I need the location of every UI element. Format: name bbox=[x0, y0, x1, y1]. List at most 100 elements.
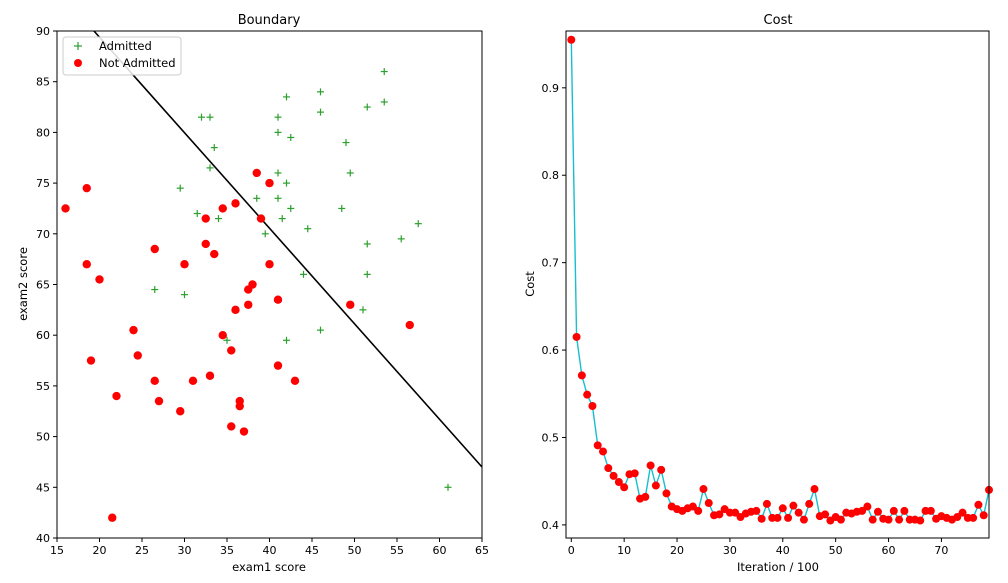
admitted-point bbox=[215, 215, 222, 223]
not-admitted-point bbox=[218, 204, 227, 213]
not-admitted-point bbox=[188, 376, 198, 386]
not-admitted-point bbox=[290, 376, 300, 386]
y-tick-label: 65 bbox=[36, 279, 50, 292]
boundary-data-marks bbox=[61, 30, 483, 522]
not-admitted-point bbox=[133, 351, 142, 360]
boundary-y-axis-label: exam2 score bbox=[16, 247, 30, 321]
admitted-point bbox=[317, 108, 324, 116]
cost-y-axis-label: Cost bbox=[523, 271, 537, 297]
x-tick-label: 60 bbox=[882, 544, 896, 557]
cost-point bbox=[926, 506, 935, 515]
not-admitted-point bbox=[265, 260, 274, 269]
not-admitted-point bbox=[218, 331, 227, 340]
boundary-plot: Boundary exam1 score exam2 score 15 20 25 3… bbox=[16, 13, 489, 574]
y-tick-label: 0.8 bbox=[542, 169, 560, 182]
legend-admitted-label: Admitted bbox=[99, 39, 152, 53]
cost-point bbox=[805, 499, 814, 508]
not-admitted-point bbox=[176, 407, 185, 416]
cost-point bbox=[863, 502, 872, 511]
cost-point bbox=[979, 511, 988, 520]
not-admitted-point bbox=[129, 325, 138, 335]
admitted-point bbox=[317, 88, 324, 96]
x-tick-label: 60 bbox=[433, 544, 447, 557]
not-admitted-point bbox=[201, 214, 210, 223]
not-admitted-point bbox=[244, 300, 253, 309]
y-tick-label: 0.5 bbox=[542, 431, 560, 444]
cost-point bbox=[884, 515, 893, 524]
admitted-point bbox=[278, 215, 286, 223]
x-tick-label: 50 bbox=[348, 544, 362, 557]
cost-point bbox=[868, 515, 877, 524]
not-admitted-point bbox=[180, 260, 189, 269]
not-admitted-point bbox=[86, 356, 96, 365]
cost-point bbox=[731, 508, 740, 517]
cost-point bbox=[604, 464, 613, 473]
x-tick-label: 40 bbox=[263, 544, 277, 557]
y-tick-label: 0.4 bbox=[542, 519, 560, 532]
cost-point bbox=[583, 390, 592, 399]
not-admitted-point bbox=[210, 249, 219, 259]
x-tick-label: 30 bbox=[178, 544, 192, 557]
cost-point bbox=[646, 461, 655, 470]
cost-point bbox=[614, 478, 623, 487]
admitted-point bbox=[274, 128, 282, 136]
cost-point bbox=[715, 510, 724, 519]
admitted-point bbox=[151, 286, 159, 294]
admitted-point bbox=[359, 306, 367, 314]
admitted-point bbox=[261, 230, 269, 238]
not-admitted-point bbox=[265, 178, 274, 188]
cost-point bbox=[799, 515, 808, 524]
cost-point bbox=[599, 447, 608, 456]
admitted-point bbox=[380, 68, 388, 76]
cost-point bbox=[662, 489, 671, 498]
cost-point bbox=[773, 513, 782, 522]
not-admitted-point bbox=[231, 199, 240, 208]
y-tick-label: 55 bbox=[36, 380, 50, 393]
admitted-point bbox=[287, 133, 295, 141]
admitted-point bbox=[363, 240, 371, 248]
cost-point bbox=[620, 483, 629, 492]
cost-point bbox=[704, 499, 713, 508]
admitted-point bbox=[380, 98, 388, 106]
legend-admitted-marker bbox=[74, 42, 82, 50]
admitted-point bbox=[274, 194, 282, 202]
cost-point bbox=[630, 469, 639, 478]
admitted-point bbox=[338, 204, 346, 212]
cost-point bbox=[641, 492, 650, 501]
cost-point bbox=[958, 508, 967, 517]
cost-point bbox=[588, 402, 597, 411]
cost-point bbox=[953, 513, 962, 522]
boundary-x-axis-label: exam1 score bbox=[232, 560, 306, 574]
y-tick-label: 40 bbox=[36, 532, 50, 545]
admitted-point bbox=[181, 291, 188, 299]
x-tick-label: 10 bbox=[617, 544, 631, 557]
not-admitted-point bbox=[205, 371, 215, 380]
x-tick-label: 45 bbox=[305, 544, 319, 557]
x-tick-label: 50 bbox=[829, 544, 843, 557]
not-admitted-point bbox=[239, 427, 249, 436]
cost-point bbox=[895, 515, 904, 524]
x-tick-label: 15 bbox=[50, 544, 64, 557]
x-tick-label: 0 bbox=[568, 544, 575, 557]
cost-point bbox=[900, 506, 909, 515]
boundary-legend: Admitted Not Admitted bbox=[62, 36, 182, 76]
not-admitted-point bbox=[273, 361, 283, 370]
cost-axis-ticks: 0 10 20 30 40 50 60 70 0.4 0.5 0.6 0.7 0.8 0.9 bbox=[542, 82, 949, 557]
x-tick-label: 40 bbox=[776, 544, 790, 557]
not-admitted-point bbox=[227, 422, 236, 431]
cost-point bbox=[836, 515, 845, 524]
y-tick-label: 80 bbox=[36, 126, 50, 139]
not-admitted-point bbox=[346, 300, 355, 309]
admitted-point bbox=[363, 270, 371, 278]
cost-point bbox=[873, 507, 882, 516]
x-tick-label: 65 bbox=[475, 544, 489, 557]
legend-box bbox=[62, 36, 182, 76]
admitted-point bbox=[274, 113, 282, 121]
cost-point bbox=[974, 500, 983, 509]
x-tick-label: 20 bbox=[93, 544, 107, 557]
boundary-title: Boundary bbox=[238, 13, 301, 28]
not-admitted-point bbox=[112, 391, 121, 401]
not-admitted-point bbox=[244, 285, 253, 294]
cost-point bbox=[784, 513, 793, 522]
